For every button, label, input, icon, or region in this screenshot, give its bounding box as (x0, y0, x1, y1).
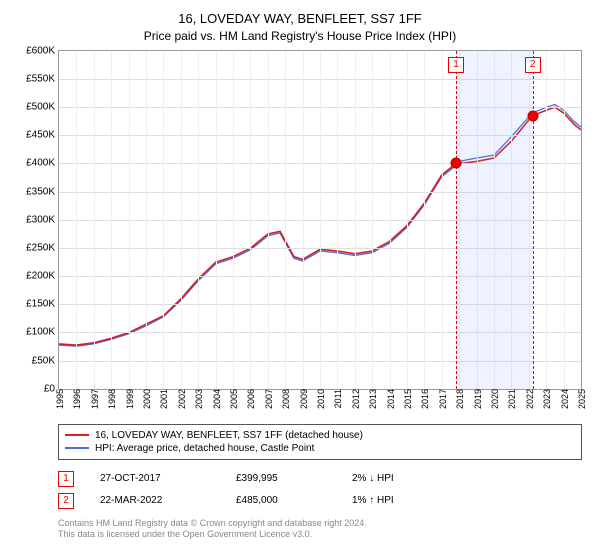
legend-row: HPI: Average price, detached house, Cast… (65, 442, 575, 455)
x-tick-label: 2014 (384, 389, 396, 409)
transaction-number-icon: 1 (58, 471, 74, 487)
x-tick-label: 2020 (488, 389, 500, 409)
x-tick-label: 2023 (540, 389, 552, 409)
x-tick-label: 2025 (575, 389, 587, 409)
y-tick-label: £50K (32, 355, 59, 366)
price-chart: £0£50K£100K£150K£200K£250K£300K£350K£400… (58, 50, 582, 390)
chart-legend: 16, LOVEDAY WAY, BENFLEET, SS7 1FF (deta… (58, 424, 582, 460)
x-tick-label: 2004 (210, 389, 222, 409)
transaction-hpi-diff: 1% ↑ HPI (352, 495, 394, 506)
ownership-band (456, 51, 533, 389)
transaction-refline (533, 51, 534, 389)
transaction-date: 22-MAR-2022 (100, 495, 210, 506)
legend-label: 16, LOVEDAY WAY, BENFLEET, SS7 1FF (deta… (95, 430, 363, 441)
x-tick-label: 2008 (279, 389, 291, 409)
x-tick-label: 1998 (105, 389, 117, 409)
x-tick-label: 2019 (471, 389, 483, 409)
x-tick-label: 1999 (123, 389, 135, 409)
y-tick-label: £250K (26, 242, 59, 253)
x-tick-label: 2016 (418, 389, 430, 409)
transaction-row: 1 27-OCT-2017 £399,995 2% ↓ HPI (58, 468, 582, 490)
transaction-marker-label: 1 (448, 57, 464, 73)
y-tick-label: £100K (26, 327, 59, 338)
transaction-point-icon (452, 159, 461, 168)
transaction-point-icon (528, 111, 537, 120)
x-tick-label: 2006 (244, 389, 256, 409)
x-tick-label: 2009 (297, 389, 309, 409)
transaction-date: 27-OCT-2017 (100, 473, 210, 484)
x-tick-label: 1995 (53, 389, 65, 409)
y-tick-label: £400K (26, 158, 59, 169)
x-tick-label: 2002 (175, 389, 187, 409)
x-tick-label: 2022 (523, 389, 535, 409)
transaction-price: £485,000 (236, 495, 326, 506)
legend-label: HPI: Average price, detached house, Cast… (95, 443, 314, 454)
transaction-marker-label: 2 (525, 57, 541, 73)
transaction-price: £399,995 (236, 473, 326, 484)
y-tick-label: £200K (26, 271, 59, 282)
y-tick-label: £150K (26, 299, 59, 310)
y-tick-label: £550K (26, 73, 59, 84)
legend-swatch-icon (65, 434, 89, 436)
legend-swatch-icon (65, 447, 89, 449)
page-subtitle: Price paid vs. HM Land Registry's House … (14, 28, 586, 44)
transaction-row: 2 22-MAR-2022 £485,000 1% ↑ HPI (58, 490, 582, 512)
x-tick-label: 2011 (331, 389, 343, 408)
transaction-refline (456, 51, 457, 389)
y-tick-label: £450K (26, 130, 59, 141)
x-tick-label: 2003 (192, 389, 204, 409)
x-tick-label: 1997 (88, 389, 100, 409)
y-tick-label: £300K (26, 214, 59, 225)
y-tick-label: £500K (26, 102, 59, 113)
footer-attribution: Contains HM Land Registry data © Crown c… (58, 518, 582, 541)
page-title: 16, LOVEDAY WAY, BENFLEET, SS7 1FF (14, 10, 586, 28)
legend-row: 16, LOVEDAY WAY, BENFLEET, SS7 1FF (deta… (65, 429, 575, 442)
x-tick-label: 1996 (70, 389, 82, 409)
transaction-number-icon: 2 (58, 493, 74, 509)
x-tick-label: 2021 (505, 389, 517, 409)
x-tick-label: 2015 (401, 389, 413, 409)
x-tick-label: 2012 (349, 389, 361, 409)
x-tick-label: 2001 (157, 389, 169, 409)
x-tick-label: 2024 (558, 389, 570, 409)
footer-line2: This data is licensed under the Open Gov… (58, 529, 582, 540)
transaction-hpi-diff: 2% ↓ HPI (352, 473, 394, 484)
x-tick-label: 2007 (262, 389, 274, 409)
x-tick-label: 2017 (436, 389, 448, 409)
x-tick-label: 2013 (366, 389, 378, 409)
x-tick-label: 2005 (227, 389, 239, 409)
x-tick-label: 2010 (314, 389, 326, 409)
y-tick-label: £600K (26, 45, 59, 56)
footer-line1: Contains HM Land Registry data © Crown c… (58, 518, 582, 529)
transactions-table: 1 27-OCT-2017 £399,995 2% ↓ HPI 2 22-MAR-2022… (58, 468, 582, 512)
y-tick-label: £350K (26, 186, 59, 197)
x-tick-label: 2018 (453, 389, 465, 409)
x-tick-label: 2000 (140, 389, 152, 409)
